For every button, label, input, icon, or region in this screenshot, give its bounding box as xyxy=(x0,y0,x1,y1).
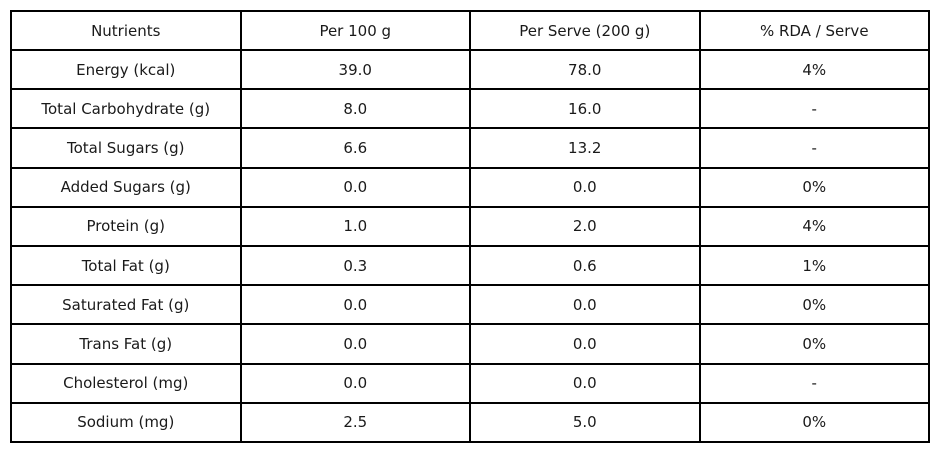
cell-rda-value: 0% xyxy=(698,323,930,365)
cell-per-100g-value: 0.3 xyxy=(239,244,471,287)
cell-per-100g-value: 39.0 xyxy=(239,48,471,91)
cell-nutrient-name: Total Sugars (g) xyxy=(10,127,242,169)
table-row: Sodium (mg) 2.5 5.0 0% xyxy=(10,401,930,444)
cell-nutrient-name: Energy (kcal) xyxy=(10,48,242,91)
nutrition-table-header: Nutrients Per 100 g Per Serve (200 g) % … xyxy=(10,10,930,51)
cell-nutrient-name: Protein (g) xyxy=(10,205,242,247)
table-row: Total Carbohydrate (g) 8.0 16.0 - xyxy=(10,88,930,130)
cell-per-100g-value: 0.0 xyxy=(239,323,471,365)
cell-per-serve-value: 5.0 xyxy=(469,401,701,444)
header-cell-nutrients: Nutrients xyxy=(10,10,242,51)
cell-rda-value: - xyxy=(698,127,930,169)
cell-per-serve-value: 2.0 xyxy=(469,205,701,247)
header-cell-per-serve: Per Serve (200 g) xyxy=(469,10,701,51)
cell-rda-value: - xyxy=(698,362,930,404)
cell-per-serve-value: 78.0 xyxy=(469,48,701,91)
cell-nutrient-name: Total Fat (g) xyxy=(10,244,242,287)
cell-per-serve-value: 0.0 xyxy=(469,323,701,365)
cell-per-100g-value: 0.0 xyxy=(239,284,471,326)
cell-per-serve-value: 0.0 xyxy=(469,166,701,208)
cell-per-100g-value: 8.0 xyxy=(239,88,471,130)
table-row: Energy (kcal) 39.0 78.0 4% xyxy=(10,48,930,91)
table-row: Protein (g) 1.0 2.0 4% xyxy=(10,205,930,247)
cell-nutrient-name: Sodium (mg) xyxy=(10,401,242,444)
cell-nutrient-name: Cholesterol (mg) xyxy=(10,362,242,404)
nutrition-table: Nutrients Per 100 g Per Serve (200 g) % … xyxy=(10,10,930,444)
table-row: Total Sugars (g) 6.6 13.2 - xyxy=(10,127,930,169)
cell-per-serve-value: 13.2 xyxy=(469,127,701,169)
cell-rda-value: 0% xyxy=(698,284,930,326)
header-cell-per-100g: Per 100 g xyxy=(239,10,471,51)
cell-nutrient-name: Trans Fat (g) xyxy=(10,323,242,365)
cell-per-serve-value: 16.0 xyxy=(469,88,701,130)
cell-rda-value: 0% xyxy=(698,166,930,208)
header-cell-rda-per-serve: % RDA / Serve xyxy=(698,10,930,51)
cell-per-100g-value: 0.0 xyxy=(239,362,471,404)
table-row: Total Fat (g) 0.3 0.6 1% xyxy=(10,244,930,287)
cell-nutrient-name: Saturated Fat (g) xyxy=(10,284,242,326)
cell-per-serve-value: 0.0 xyxy=(469,284,701,326)
cell-per-100g-value: 1.0 xyxy=(239,205,471,247)
nutrition-facts-table: Nutrients Per 100 g Per Serve (200 g) % … xyxy=(10,10,930,444)
cell-per-serve-value: 0.0 xyxy=(469,362,701,404)
cell-nutrient-name: Added Sugars (g) xyxy=(10,166,242,208)
cell-per-serve-value: 0.6 xyxy=(469,244,701,287)
cell-rda-value: 4% xyxy=(698,48,930,91)
cell-per-100g-value: 0.0 xyxy=(239,166,471,208)
cell-rda-value: - xyxy=(698,88,930,130)
nutrition-table-body: Energy (kcal) 39.0 78.0 4% Total Carbohy… xyxy=(10,48,930,444)
cell-rda-value: 1% xyxy=(698,244,930,287)
cell-nutrient-name: Total Carbohydrate (g) xyxy=(10,88,242,130)
table-row: Saturated Fat (g) 0.0 0.0 0% xyxy=(10,284,930,326)
table-row: Trans Fat (g) 0.0 0.0 0% xyxy=(10,323,930,365)
table-row: Added Sugars (g) 0.0 0.0 0% xyxy=(10,166,930,208)
header-row: Nutrients Per 100 g Per Serve (200 g) % … xyxy=(10,10,930,51)
cell-per-100g-value: 2.5 xyxy=(239,401,471,444)
table-row: Cholesterol (mg) 0.0 0.0 - xyxy=(10,362,930,404)
cell-per-100g-value: 6.6 xyxy=(239,127,471,169)
cell-rda-value: 4% xyxy=(698,205,930,247)
cell-rda-value: 0% xyxy=(698,401,930,444)
